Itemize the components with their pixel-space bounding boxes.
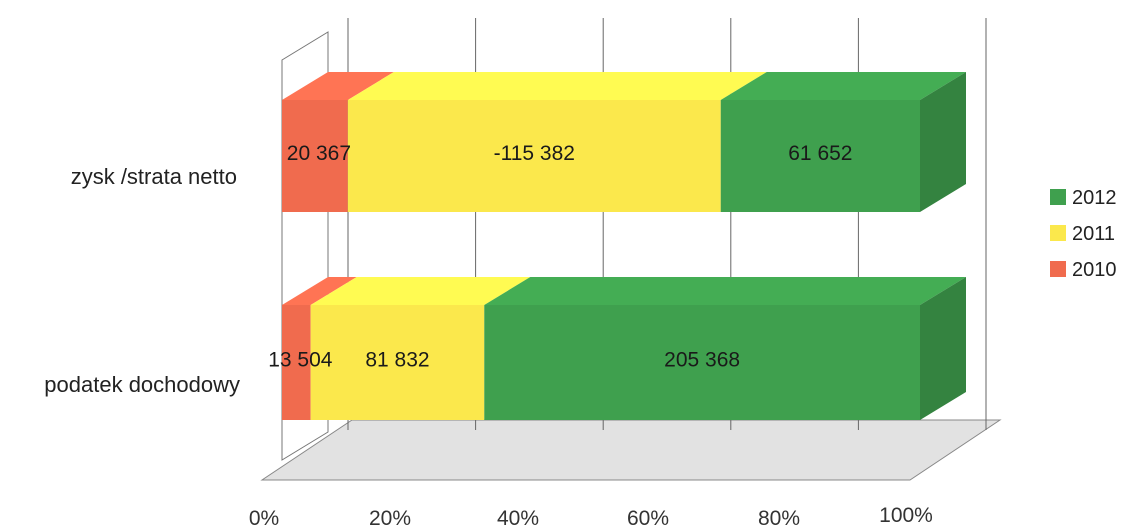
legend-label-2010: 2010	[1072, 259, 1117, 281]
x-tick-label: 40%	[497, 507, 539, 530]
x-tick-label: 0%	[249, 507, 279, 530]
data-label-2010-0: 20 367	[287, 142, 351, 165]
bar-2010-1	[282, 305, 311, 420]
bar-side-2012-1	[920, 277, 966, 420]
floor-plane	[260, 419, 1002, 481]
bar-top-2010-0	[282, 72, 394, 100]
data-label-2010-1: 13 504	[268, 349, 333, 372]
bar-top-2012-0	[720, 72, 966, 100]
legend-swatch-2011	[1050, 225, 1066, 241]
legend-label-2011: 2011	[1072, 223, 1115, 245]
bar-2012-0	[720, 100, 920, 212]
data-labels: 20 367 -115 382 61 652 13 504 81 832 205 368	[268, 142, 852, 372]
bar-top-2010-1	[282, 277, 357, 305]
x-axis: 0% 20% 40% 60% 80% 100%	[249, 504, 933, 530]
x-tick-label: 60%	[627, 507, 669, 530]
bar-2011-1	[310, 305, 485, 420]
bar-top-2011-0	[347, 72, 767, 100]
data-label-2012-0: 61 652	[788, 142, 852, 165]
legend: 2012 2011 2010	[1050, 187, 1117, 281]
bar-2010-0	[282, 100, 348, 212]
category-label-podatek: podatek dochodowy	[44, 372, 240, 397]
legend-swatch-2010	[1050, 261, 1066, 277]
category-label-zysk: zysk /strata netto	[71, 164, 237, 189]
bar-2012-1	[484, 305, 920, 420]
x-tick-label: 100%	[879, 504, 933, 527]
bars	[282, 72, 966, 420]
bar-top-2012-1	[484, 277, 966, 305]
x-tick-label: 20%	[369, 507, 411, 530]
legend-swatch-2012	[1050, 189, 1066, 205]
category-axis: zysk /strata netto podatek dochodowy	[44, 164, 240, 397]
bar-top-2011-1	[310, 277, 531, 305]
bar-side-2012-0	[920, 72, 966, 212]
data-label-2011-1: 81 832	[365, 349, 429, 372]
x-tick-label: 80%	[758, 507, 800, 530]
legend-label-2012: 2012	[1072, 187, 1117, 209]
data-label-2012-1: 205 368	[664, 349, 740, 372]
bar-2011-0	[347, 100, 721, 212]
data-label-2011-0: -115 382	[494, 142, 575, 165]
chart-floor	[260, 419, 1002, 481]
